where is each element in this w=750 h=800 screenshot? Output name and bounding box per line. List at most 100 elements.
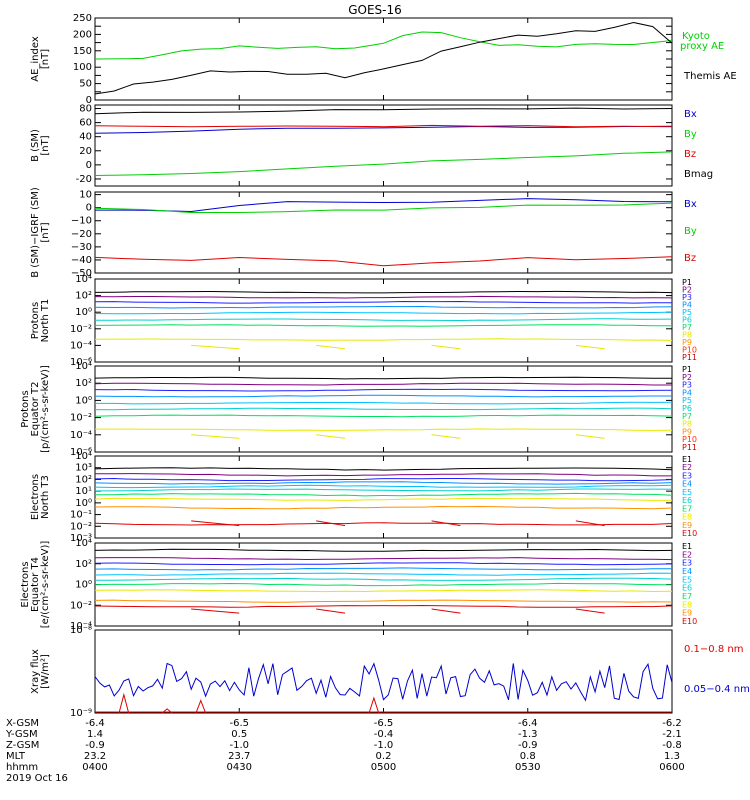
y-tick-label: 10⁻²	[70, 413, 92, 424]
y-tick-label: 250	[73, 13, 92, 24]
series-line-xray-long	[195, 699, 207, 714]
panel-ae	[94, 17, 673, 101]
flux-line	[95, 318, 673, 322]
y-tick-label: 100	[73, 62, 92, 73]
series-line-bmag	[94, 107, 673, 115]
y-axis-label: [p/(cm²-s-sr-keV)]	[40, 365, 51, 453]
x-tick-value: -6.5	[229, 718, 249, 729]
legend-label: E10	[682, 617, 697, 626]
legend-label: E7	[682, 592, 692, 601]
flux-segment	[431, 434, 461, 439]
flux-segment	[575, 344, 605, 350]
legend-label: P7	[682, 323, 692, 332]
legend-label: P6	[682, 404, 692, 413]
legend-label: P3	[682, 293, 692, 302]
series-line-themis-ae	[94, 21, 673, 95]
legend-label: E6	[682, 584, 692, 593]
x-tick-value: 0430	[227, 762, 252, 773]
y-tick-label: 10⁰	[75, 580, 92, 591]
series-line-xray-long	[118, 692, 130, 714]
series-line-bx	[94, 125, 673, 134]
legend-label: P11	[682, 353, 697, 362]
flux-line	[94, 548, 673, 552]
legend-label: P2	[682, 373, 692, 382]
y-tick-label: 150	[73, 46, 92, 57]
flux-line	[94, 473, 672, 477]
x-axis-row-label: hhmm	[6, 762, 38, 773]
panel-p2	[94, 365, 673, 453]
y-tick-label: 10⁻²	[70, 324, 92, 335]
y-tick-label: 10⁰	[75, 307, 92, 318]
y-tick-label: 60	[79, 118, 92, 129]
flux-line	[94, 388, 673, 392]
y-axis-label: AE_index	[30, 36, 41, 82]
x-tick-value: -6.4	[85, 718, 105, 729]
flux-line	[94, 562, 673, 566]
panel-frame	[94, 542, 673, 627]
y-tick-label: 10⁰	[75, 395, 92, 406]
y-tick-label: 10⁻⁴	[70, 340, 92, 351]
y-tick-label: -20	[76, 174, 92, 185]
flux-segment	[575, 608, 605, 614]
series-line-by	[94, 151, 673, 176]
y-tick-label: 80	[79, 104, 92, 115]
y-axis-label: Protons	[30, 302, 41, 339]
y-tick-label: 10⁴	[75, 274, 92, 285]
legend-label: E5	[682, 488, 692, 497]
y-tick-label: 10⁻²	[70, 600, 92, 611]
legend-label: E2	[682, 550, 692, 559]
flux-line	[95, 428, 673, 431]
flux-line	[94, 505, 673, 510]
x-tick-value: 0530	[515, 762, 540, 773]
flux-segment	[431, 344, 461, 350]
y-tick-label: 10⁴	[75, 361, 92, 372]
series-line-by	[94, 202, 673, 213]
y-axis-label: [nT]	[40, 49, 51, 69]
legend-label: P9	[682, 338, 692, 347]
y-tick-label: 10⁻¹	[70, 510, 92, 521]
flux-line	[94, 295, 673, 299]
y-tick-label: 10⁻⁸	[70, 625, 92, 636]
legend-label: 0.05−0.4 nm	[684, 684, 750, 695]
legend-label: P10	[682, 346, 697, 355]
legend-label: P11	[682, 443, 697, 452]
y-tick-label: 10²	[75, 474, 92, 485]
panel-frame	[94, 17, 673, 101]
y-tick-label: 10²	[75, 378, 92, 389]
flux-line	[95, 577, 673, 581]
flux-line	[94, 589, 673, 593]
y-tick-label: 50	[79, 79, 92, 90]
flux-line	[94, 394, 672, 398]
flux-segment	[575, 434, 605, 439]
legend-label: E10	[682, 529, 697, 538]
y-tick-label: 10⁻⁹	[70, 708, 92, 719]
series-line-bz	[94, 256, 673, 267]
plot-title: GOES-16	[348, 3, 402, 17]
legend-label: E2	[682, 463, 692, 472]
legend-label: E8	[682, 600, 692, 609]
x-axis-row-label: Z-GSM	[6, 740, 39, 751]
flux-segment	[316, 520, 346, 527]
legend-label: E6	[682, 496, 692, 505]
legend-label: Bmag	[684, 169, 713, 180]
y-axis-label: B (SM)	[30, 129, 41, 162]
x-tick-value: 0500	[371, 762, 396, 773]
x-axis-row-label: Y-GSM	[5, 729, 38, 740]
y-tick-label: 10⁻⁴	[70, 621, 92, 632]
y-axis-label: Equator T4	[30, 557, 41, 612]
flux-line	[94, 382, 672, 386]
y-axis-label: Protons	[20, 390, 31, 427]
flux-line	[94, 324, 673, 327]
y-tick-label: 20	[79, 146, 92, 157]
flux-segment	[191, 434, 240, 439]
legend-label: 0.1−0.8 nm	[684, 644, 743, 655]
flux-line	[94, 305, 673, 309]
legend-label: P5	[682, 396, 692, 405]
flux-line	[94, 414, 673, 418]
x-tick-value: -1.0	[229, 740, 249, 751]
panel-frame	[94, 191, 673, 274]
panel-p1	[94, 278, 673, 363]
legend-label: E8	[682, 513, 692, 522]
flux-segment	[191, 344, 240, 350]
panel-e2	[94, 542, 673, 627]
